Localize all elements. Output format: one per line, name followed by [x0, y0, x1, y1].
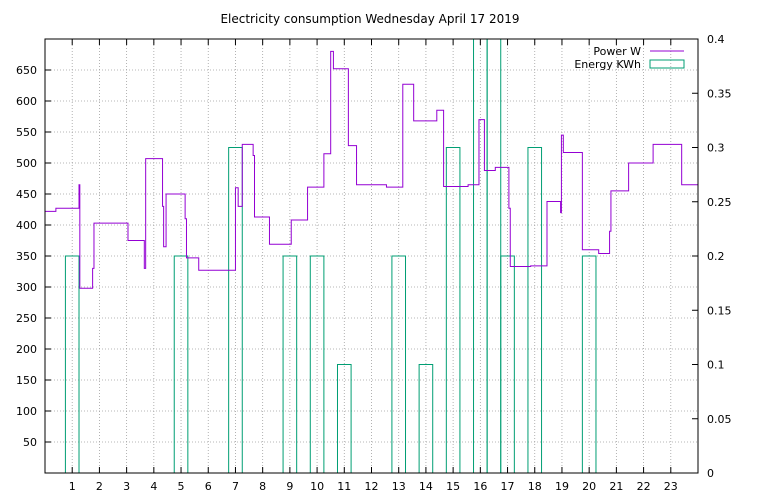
- power-series-path: [45, 50, 698, 289]
- x-tick-label: 5: [178, 480, 185, 493]
- x-tick-label: 6: [205, 480, 212, 493]
- x-tick-label: 11: [337, 480, 351, 493]
- x-tick-label: 4: [150, 480, 157, 493]
- x-tick-label: 22: [637, 480, 651, 493]
- x-tick-label: 23: [664, 480, 678, 493]
- x-tick-label: 12: [365, 480, 379, 493]
- y-tick-label: 100: [16, 405, 37, 418]
- x-tick-label: 13: [392, 480, 406, 493]
- y2-tick-label: 0.3: [707, 142, 725, 155]
- y-tick-label: 250: [16, 312, 37, 325]
- y-tick-label: 550: [16, 126, 37, 139]
- grid-lines: [45, 39, 698, 473]
- x-tick-label: 16: [473, 480, 487, 493]
- y2-tick-label: 0.4: [707, 33, 725, 46]
- legend: Power W Energy KWh: [574, 45, 685, 71]
- y2-tick-label: 0: [707, 467, 714, 480]
- y2-tick-label: 0.15: [707, 304, 732, 317]
- x-tick-label: 14: [419, 480, 433, 493]
- y2-tick-label: 0.1: [707, 359, 725, 372]
- y-tick-label: 300: [16, 281, 37, 294]
- x-tick-label: 20: [582, 480, 596, 493]
- x-tick-label: 7: [232, 480, 239, 493]
- x-tick-label: 3: [123, 480, 130, 493]
- y-tick-label: 500: [16, 157, 37, 170]
- y-tick-label: 600: [16, 95, 37, 108]
- energy-bar: [527, 147, 543, 474]
- x-tick-label: 2: [96, 480, 103, 493]
- y2-tick-label: 0.05: [707, 413, 732, 426]
- y-tick-label: 650: [16, 64, 37, 77]
- x-tick-label: 17: [501, 480, 515, 493]
- x-tick-label: 1: [69, 480, 76, 493]
- power-line: [45, 50, 698, 289]
- y-tick-label: 50: [23, 436, 37, 449]
- y2-tick-label: 0.35: [707, 87, 732, 100]
- x-tick-label: 19: [555, 480, 569, 493]
- chart-title: Electricity consumption Wednesday April …: [220, 12, 519, 26]
- x-tick-label: 21: [609, 480, 623, 493]
- legend-label-energy: Energy KWh: [574, 58, 641, 71]
- legend-swatch-energy: [649, 59, 685, 69]
- x-tick-label: 8: [259, 480, 266, 493]
- x-tick-label: 15: [446, 480, 460, 493]
- x-tick-label: 10: [310, 480, 324, 493]
- x-tick-label: 9: [286, 480, 293, 493]
- legend-label-power: Power W: [593, 45, 641, 58]
- y-tick-label: 400: [16, 219, 37, 232]
- y2-tick-label: 0.25: [707, 196, 732, 209]
- energy-bar: [445, 147, 461, 474]
- y2-tick-label: 0.2: [707, 250, 725, 263]
- axes-ticks: 1 2 3 4 5 6 7 8 9 10 11 12 13 14 15 16 17 18 19 20 21 22 23501…: [16, 33, 732, 493]
- y-tick-label: 450: [16, 188, 37, 201]
- y-tick-label: 350: [16, 250, 37, 263]
- x-tick-label: 18: [528, 480, 542, 493]
- y-tick-label: 150: [16, 374, 37, 387]
- y-tick-label: 200: [16, 343, 37, 356]
